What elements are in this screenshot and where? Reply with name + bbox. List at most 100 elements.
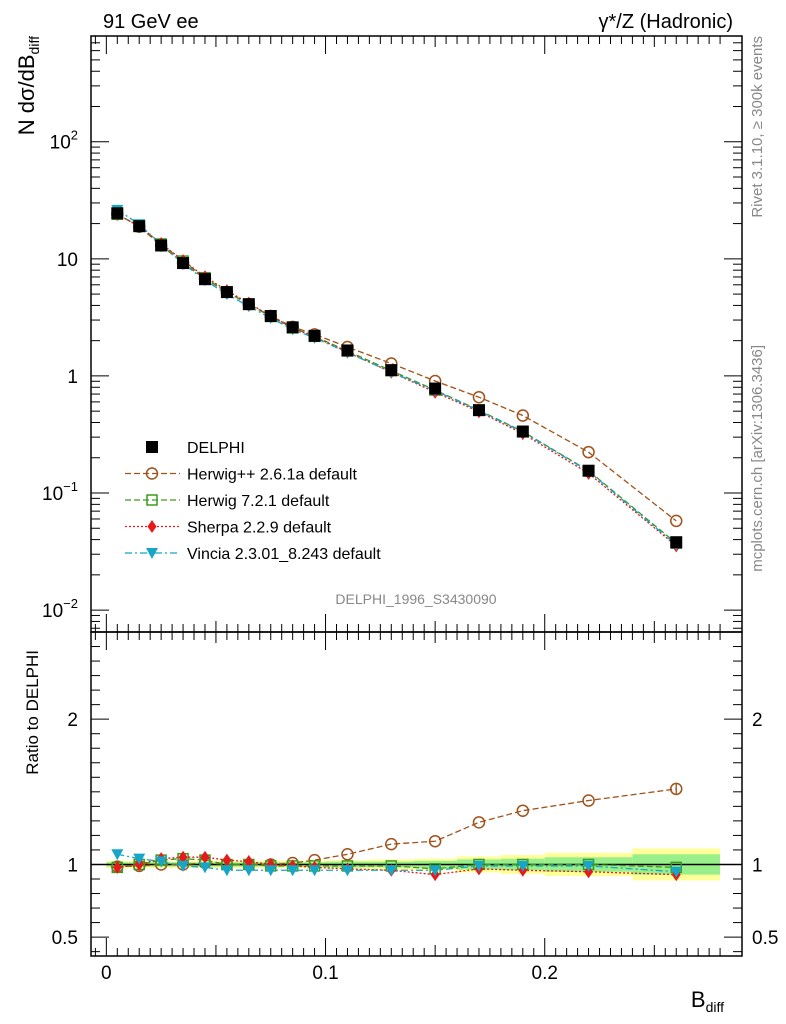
ratio-point-2 — [200, 850, 210, 864]
bottom-y-tick-label: 0.5 — [52, 928, 78, 949]
ratio-point-0 — [582, 794, 595, 807]
ratio-point-3 — [385, 865, 398, 877]
ratio-point-3 — [341, 865, 354, 877]
ratio-point-3 — [155, 856, 168, 868]
xlabel: Bdiff — [691, 987, 724, 1015]
legend-marker — [146, 494, 158, 506]
ratio-point-3 — [133, 853, 146, 865]
bottom-y-tick-label-right: 1 — [752, 855, 763, 876]
bottom-ylabel: Ratio to DELPHI — [23, 650, 42, 775]
data-point — [220, 286, 233, 299]
ratio-point-3 — [264, 865, 277, 877]
ratio-point-0 — [385, 837, 398, 851]
header-right-title: γ*/Z (Hadronic) — [599, 11, 733, 33]
legend-label: DELPHI — [187, 440, 245, 457]
axis-ticks — [91, 35, 742, 956]
top-plot-frame — [90, 35, 743, 633]
bottom-y-tick-label-right: 0.5 — [752, 928, 778, 949]
data-point — [242, 298, 255, 311]
series-point-0 — [582, 445, 595, 459]
series-point-0 — [516, 409, 530, 422]
ratio-point-0 — [341, 848, 354, 861]
bottom-y-tick-label: 2 — [67, 710, 78, 731]
ratio-point-2 — [178, 850, 188, 864]
xlabel-sub: diff — [706, 999, 725, 1015]
ratio-point-0 — [428, 834, 442, 848]
tick-base: 1 — [67, 367, 78, 388]
legend-label: Herwig 7.2.1 default — [187, 493, 330, 510]
tick-base: 10 — [57, 250, 78, 271]
legend-label: Sherpa 2.2.9 default — [187, 520, 332, 537]
legend-marker — [146, 548, 158, 559]
data-point — [264, 309, 277, 322]
ratio-point-3 — [472, 860, 485, 872]
data-point — [341, 344, 354, 357]
x-tick-label: 0.1 — [312, 963, 338, 984]
legend: DELPHI Herwig++ 2.6.1a default Herwig 7.2.… — [125, 440, 381, 563]
series-point-0 — [669, 514, 683, 528]
header-left-title: 91 GeV ee — [103, 11, 199, 33]
ratio-point-0 — [472, 816, 486, 829]
ratio-point-3 — [582, 860, 595, 872]
ratio-point-3 — [429, 865, 442, 877]
tick-exponent: −2 — [63, 596, 78, 611]
legend-label: Herwig++ 2.6.1a default — [187, 467, 357, 484]
data-point — [133, 220, 146, 233]
ratio-point-3 — [286, 865, 299, 877]
legend-label: Vincia 2.3.01_8.243 default — [187, 546, 381, 563]
tick-base: 10 — [42, 601, 63, 622]
bottom-y-tick-label-right: 2 — [752, 710, 763, 731]
data-point — [308, 329, 321, 342]
ratio-plot-series — [111, 782, 683, 882]
tick-exponent: −1 — [63, 479, 78, 494]
top-y-tick-label: 10 — [57, 250, 78, 271]
ratio-point-2 — [244, 855, 254, 869]
bottom-plot-frame — [90, 631, 743, 957]
ratio-point-2 — [112, 860, 122, 874]
ratio-point-3 — [111, 849, 124, 861]
tick-base: 10 — [50, 133, 71, 154]
ratio-point-3 — [177, 860, 190, 872]
top-ylabel-sub: diff — [26, 36, 42, 55]
tick-base: 10 — [42, 484, 63, 505]
tick-exponent: 2 — [71, 128, 78, 143]
data-point — [286, 321, 299, 334]
ratio-point-3 — [670, 866, 683, 878]
x-tick-label: 0 — [101, 963, 112, 984]
top-ylabel-main: N dσ/dB — [14, 54, 39, 135]
ratio-point-3 — [308, 865, 321, 877]
legend-entry: Herwig 7.2.1 default — [125, 493, 330, 510]
data-point — [385, 364, 398, 377]
ratio-point-3 — [198, 862, 211, 874]
xlabel-main: B — [691, 987, 706, 1012]
ratio-point-2 — [222, 853, 232, 867]
ratio-point-0 — [516, 804, 530, 817]
legend-marker — [147, 520, 157, 533]
data-point — [111, 207, 124, 220]
top-y-tick-label: 10−1 — [42, 479, 78, 505]
x-tick-label: 0.2 — [532, 963, 558, 984]
data-point — [198, 273, 211, 286]
data-point — [472, 404, 485, 417]
top-y-tick-label: 1 — [67, 367, 78, 388]
top-y-tick-label: 102 — [50, 128, 78, 154]
top-ylabel: N dσ/dBdiff — [14, 36, 42, 135]
legend-entry: Sherpa 2.2.9 default — [125, 520, 332, 537]
data-point — [582, 464, 595, 477]
ratio-point-3 — [242, 865, 255, 877]
legend-marker — [145, 467, 159, 480]
data-point — [670, 536, 683, 549]
rivet-info-text: Rivet 3.1.10, ≥ 300k events — [749, 36, 766, 218]
data-point — [429, 382, 442, 395]
top-y-tick-label: 10−2 — [42, 596, 78, 622]
mcplots-info-text: mcplots.cern.ch [arXiv:1306.3436] — [749, 345, 766, 572]
data-point — [155, 239, 168, 252]
ratio-point-3 — [220, 865, 233, 877]
legend-marker — [146, 441, 158, 453]
series-point-0 — [472, 390, 486, 404]
data-point — [177, 257, 190, 270]
bottom-y-tick-label: 1 — [67, 855, 78, 876]
main-plot-series — [111, 204, 683, 553]
